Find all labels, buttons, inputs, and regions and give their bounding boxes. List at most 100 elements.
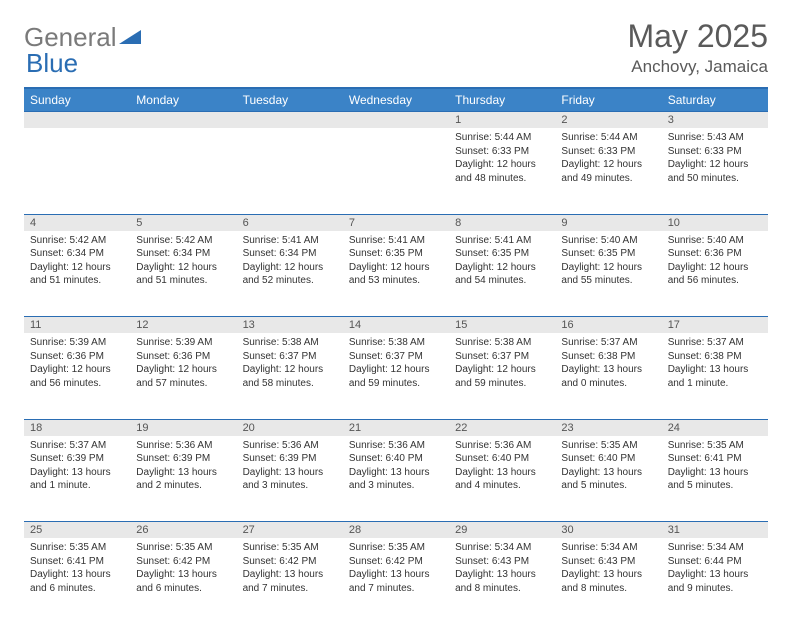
daylight-line: Daylight: 12 hours and 53 minutes. <box>349 261 443 288</box>
day-number-cell: 22 <box>449 419 555 436</box>
sunset-line: Sunset: 6:37 PM <box>455 350 549 364</box>
daylight-line: Daylight: 13 hours and 8 minutes. <box>455 568 549 595</box>
sunrise-line: Sunrise: 5:37 AM <box>668 336 762 350</box>
day-number-cell: 20 <box>237 419 343 436</box>
sunset-line: Sunset: 6:36 PM <box>30 350 124 364</box>
sunset-line: Sunset: 6:40 PM <box>455 452 549 466</box>
sunset-line: Sunset: 6:33 PM <box>561 145 655 159</box>
day-number-cell: 6 <box>237 214 343 231</box>
day-number-cell <box>343 112 449 129</box>
day-number-cell: 21 <box>343 419 449 436</box>
day-number-row: 25262728293031 <box>24 522 768 539</box>
daylight-line: Daylight: 12 hours and 52 minutes. <box>243 261 337 288</box>
daylight-line: Daylight: 13 hours and 7 minutes. <box>349 568 443 595</box>
day-number-cell: 31 <box>662 522 768 539</box>
sunrise-line: Sunrise: 5:39 AM <box>30 336 124 350</box>
sunset-line: Sunset: 6:36 PM <box>136 350 230 364</box>
day-detail-cell: Sunrise: 5:44 AMSunset: 6:33 PMDaylight:… <box>555 128 661 214</box>
sunset-line: Sunset: 6:34 PM <box>136 247 230 261</box>
sunset-line: Sunset: 6:35 PM <box>349 247 443 261</box>
day-detail-cell: Sunrise: 5:35 AMSunset: 6:42 PMDaylight:… <box>130 538 236 624</box>
daylight-line: Daylight: 12 hours and 49 minutes. <box>561 158 655 185</box>
daylight-line: Daylight: 12 hours and 54 minutes. <box>455 261 549 288</box>
day-detail-cell <box>343 128 449 214</box>
day-detail-cell: Sunrise: 5:37 AMSunset: 6:39 PMDaylight:… <box>24 436 130 522</box>
day-detail-cell: Sunrise: 5:40 AMSunset: 6:35 PMDaylight:… <box>555 231 661 317</box>
title-location: Anchovy, Jamaica <box>627 57 768 77</box>
day-detail-cell: Sunrise: 5:42 AMSunset: 6:34 PMDaylight:… <box>24 231 130 317</box>
day-number-cell: 26 <box>130 522 236 539</box>
sunrise-line: Sunrise: 5:35 AM <box>561 439 655 453</box>
weekday-header: Tuesday <box>237 88 343 112</box>
day-number-cell: 11 <box>24 317 130 334</box>
day-detail-cell: Sunrise: 5:39 AMSunset: 6:36 PMDaylight:… <box>24 333 130 419</box>
daylight-line: Daylight: 13 hours and 3 minutes. <box>243 466 337 493</box>
sunset-line: Sunset: 6:42 PM <box>243 555 337 569</box>
sunrise-line: Sunrise: 5:41 AM <box>455 234 549 248</box>
day-number-cell: 2 <box>555 112 661 129</box>
day-detail-row: Sunrise: 5:42 AMSunset: 6:34 PMDaylight:… <box>24 231 768 317</box>
daylight-line: Daylight: 13 hours and 6 minutes. <box>30 568 124 595</box>
sunrise-line: Sunrise: 5:41 AM <box>349 234 443 248</box>
daylight-line: Daylight: 12 hours and 51 minutes. <box>30 261 124 288</box>
sunrise-line: Sunrise: 5:35 AM <box>668 439 762 453</box>
weekday-header-row: SundayMondayTuesdayWednesdayThursdayFrid… <box>24 88 768 112</box>
day-detail-row: Sunrise: 5:35 AMSunset: 6:41 PMDaylight:… <box>24 538 768 624</box>
day-detail-row: Sunrise: 5:44 AMSunset: 6:33 PMDaylight:… <box>24 128 768 214</box>
daylight-line: Daylight: 13 hours and 1 minute. <box>668 363 762 390</box>
day-detail-cell: Sunrise: 5:35 AMSunset: 6:42 PMDaylight:… <box>343 538 449 624</box>
sunrise-line: Sunrise: 5:35 AM <box>349 541 443 555</box>
title-block: May 2025 Anchovy, Jamaica <box>627 18 768 77</box>
day-number-cell: 14 <box>343 317 449 334</box>
weekday-header: Wednesday <box>343 88 449 112</box>
sunset-line: Sunset: 6:33 PM <box>668 145 762 159</box>
day-number-cell <box>130 112 236 129</box>
daylight-line: Daylight: 12 hours and 48 minutes. <box>455 158 549 185</box>
daylight-line: Daylight: 12 hours and 59 minutes. <box>455 363 549 390</box>
sunset-line: Sunset: 6:33 PM <box>455 145 549 159</box>
sunset-line: Sunset: 6:44 PM <box>668 555 762 569</box>
day-number-row: 123 <box>24 112 768 129</box>
daylight-line: Daylight: 13 hours and 5 minutes. <box>561 466 655 493</box>
daylight-line: Daylight: 13 hours and 7 minutes. <box>243 568 337 595</box>
sunset-line: Sunset: 6:39 PM <box>136 452 230 466</box>
daylight-line: Daylight: 13 hours and 8 minutes. <box>561 568 655 595</box>
daylight-line: Daylight: 13 hours and 4 minutes. <box>455 466 549 493</box>
daylight-line: Daylight: 13 hours and 5 minutes. <box>668 466 762 493</box>
day-detail-cell: Sunrise: 5:35 AMSunset: 6:40 PMDaylight:… <box>555 436 661 522</box>
sunrise-line: Sunrise: 5:36 AM <box>243 439 337 453</box>
calendar-table: SundayMondayTuesdayWednesdayThursdayFrid… <box>24 87 768 624</box>
sunset-line: Sunset: 6:43 PM <box>561 555 655 569</box>
sunset-line: Sunset: 6:37 PM <box>349 350 443 364</box>
sunrise-line: Sunrise: 5:34 AM <box>668 541 762 555</box>
day-number-row: 45678910 <box>24 214 768 231</box>
weekday-header: Thursday <box>449 88 555 112</box>
sunset-line: Sunset: 6:42 PM <box>136 555 230 569</box>
day-number-cell: 9 <box>555 214 661 231</box>
logo-text-blue: Blue <box>26 48 78 79</box>
sunrise-line: Sunrise: 5:35 AM <box>30 541 124 555</box>
day-number-cell: 3 <box>662 112 768 129</box>
daylight-line: Daylight: 12 hours and 56 minutes. <box>668 261 762 288</box>
day-number-cell: 12 <box>130 317 236 334</box>
weekday-header: Monday <box>130 88 236 112</box>
day-number-cell: 16 <box>555 317 661 334</box>
day-number-cell: 27 <box>237 522 343 539</box>
day-detail-row: Sunrise: 5:37 AMSunset: 6:39 PMDaylight:… <box>24 436 768 522</box>
sunrise-line: Sunrise: 5:42 AM <box>30 234 124 248</box>
sunset-line: Sunset: 6:38 PM <box>561 350 655 364</box>
weekday-header: Friday <box>555 88 661 112</box>
day-detail-cell <box>24 128 130 214</box>
day-detail-cell: Sunrise: 5:43 AMSunset: 6:33 PMDaylight:… <box>662 128 768 214</box>
day-detail-cell: Sunrise: 5:35 AMSunset: 6:42 PMDaylight:… <box>237 538 343 624</box>
day-number-cell: 13 <box>237 317 343 334</box>
sunrise-line: Sunrise: 5:35 AM <box>136 541 230 555</box>
day-detail-cell: Sunrise: 5:41 AMSunset: 6:34 PMDaylight:… <box>237 231 343 317</box>
sunrise-line: Sunrise: 5:40 AM <box>668 234 762 248</box>
sunset-line: Sunset: 6:40 PM <box>349 452 443 466</box>
daylight-line: Daylight: 12 hours and 50 minutes. <box>668 158 762 185</box>
day-number-cell: 8 <box>449 214 555 231</box>
day-number-cell: 1 <box>449 112 555 129</box>
sunset-line: Sunset: 6:34 PM <box>243 247 337 261</box>
day-detail-cell: Sunrise: 5:38 AMSunset: 6:37 PMDaylight:… <box>449 333 555 419</box>
